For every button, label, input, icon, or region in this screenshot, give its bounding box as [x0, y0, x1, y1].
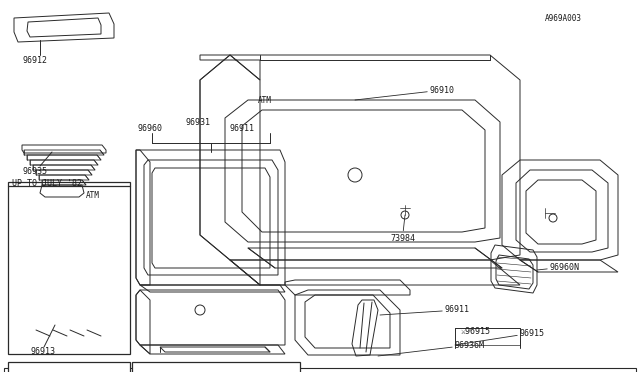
Text: 96960: 96960 [138, 124, 163, 132]
Bar [8, 362, 130, 372]
Text: 96935: 96935 [22, 167, 47, 176]
Text: 96936M: 96936M [378, 340, 485, 356]
Text: ATM: ATM [86, 190, 100, 199]
Text: ⚔96915: ⚔96915 [460, 327, 490, 337]
Text: 96913: 96913 [30, 347, 55, 356]
Text: UP TO JULY '82: UP TO JULY '82 [12, 179, 82, 187]
Text: ATM: ATM [258, 96, 272, 105]
Text: 96960N: 96960N [537, 263, 580, 272]
Text: 96915: 96915 [455, 328, 545, 345]
Text: 96911: 96911 [380, 305, 470, 315]
Text: 73984: 73984 [390, 215, 415, 243]
Text: 96931: 96931 [185, 118, 210, 126]
Text: 96910: 96910 [355, 86, 455, 100]
Text: A969A003: A969A003 [545, 13, 582, 22]
Text: 96912: 96912 [22, 55, 47, 64]
Bar [132, 362, 300, 372]
Text: 96911: 96911 [230, 124, 255, 132]
Bar [8, 182, 130, 354]
